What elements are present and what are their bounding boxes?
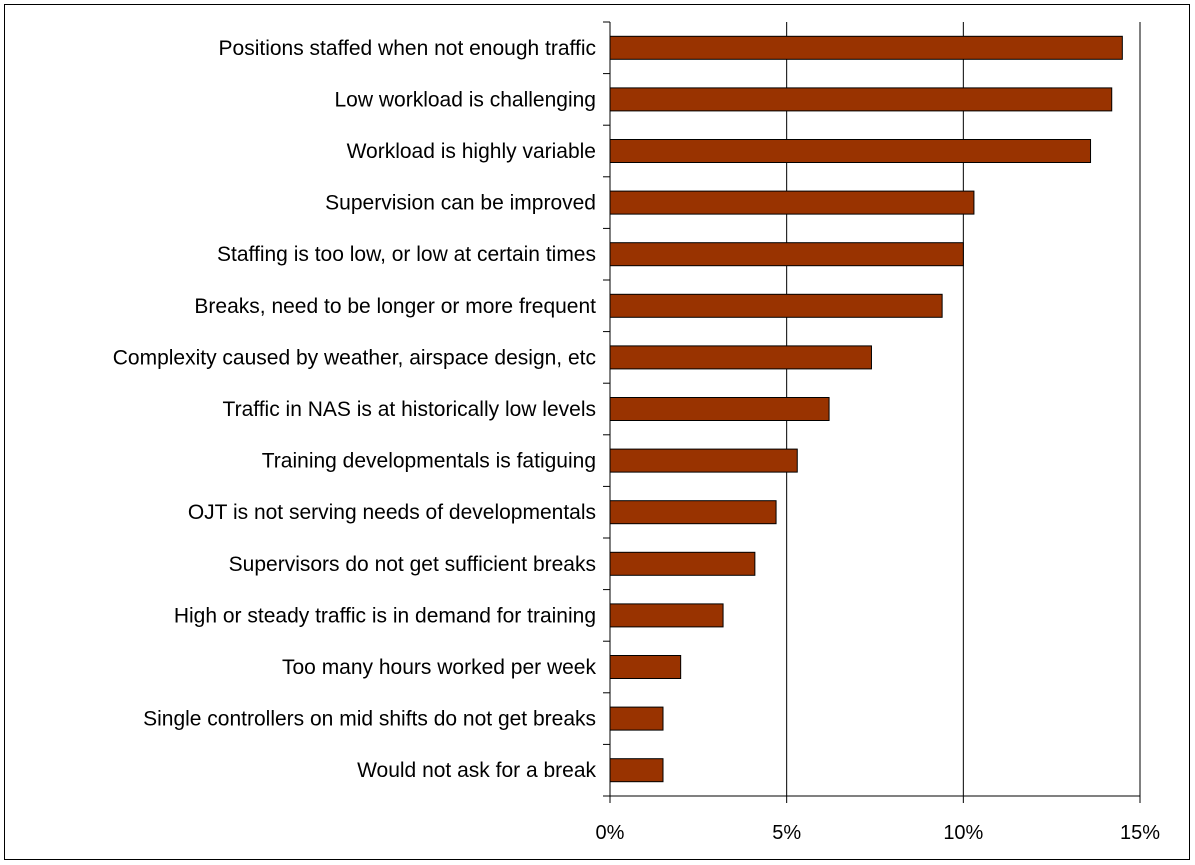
bar [609, 551, 756, 576]
category-label: Staffing is too low, or low at certain t… [217, 243, 596, 266]
x-tick-label: 0% [596, 822, 625, 844]
category-label: Breaks, need to be longer or more freque… [194, 295, 596, 318]
category-label: Workload is highly variable [347, 140, 596, 163]
bar [609, 242, 964, 267]
category-label: Traffic in NAS is at historically low le… [223, 398, 596, 421]
bar [609, 758, 664, 783]
category-label: Too many hours worked per week [282, 656, 596, 679]
bar [609, 448, 798, 473]
category-label: Complexity caused by weather, airspace d… [113, 346, 596, 369]
category-label: Supervisors do not get sufficient breaks [229, 553, 596, 576]
bar [609, 706, 664, 731]
bar [609, 345, 872, 370]
x-tick-label: 5% [772, 822, 801, 844]
bar [609, 190, 975, 215]
category-label: Would not ask for a break [357, 759, 596, 782]
category-label: Supervision can be improved [325, 192, 596, 215]
bar [609, 87, 1113, 112]
bar [609, 35, 1123, 60]
category-label: High or steady traffic is in demand for … [174, 604, 596, 627]
x-tick-label: 15% [1120, 822, 1160, 844]
bar [609, 603, 724, 628]
axis-layer [603, 21, 1141, 803]
bar-layer [609, 35, 1123, 783]
bar [609, 293, 943, 318]
label-layer: 0% 5% 10% 15% Positions staffed when not eno… [113, 37, 1160, 844]
x-tick-label: 10% [943, 822, 983, 844]
category-label: Low workload is challenging [335, 88, 597, 111]
category-label: Single controllers on mid shifts do not … [143, 708, 596, 731]
bar [609, 655, 682, 679]
bar [609, 397, 830, 421]
category-label: OJT is not serving needs of developmenta… [188, 501, 596, 524]
category-label: Training developmentals is fatiguing [262, 450, 596, 473]
bar [609, 500, 777, 525]
bar [609, 139, 1092, 163]
category-label: Positions staffed when not enough traffi… [219, 37, 596, 60]
grid-layer [786, 22, 1141, 796]
